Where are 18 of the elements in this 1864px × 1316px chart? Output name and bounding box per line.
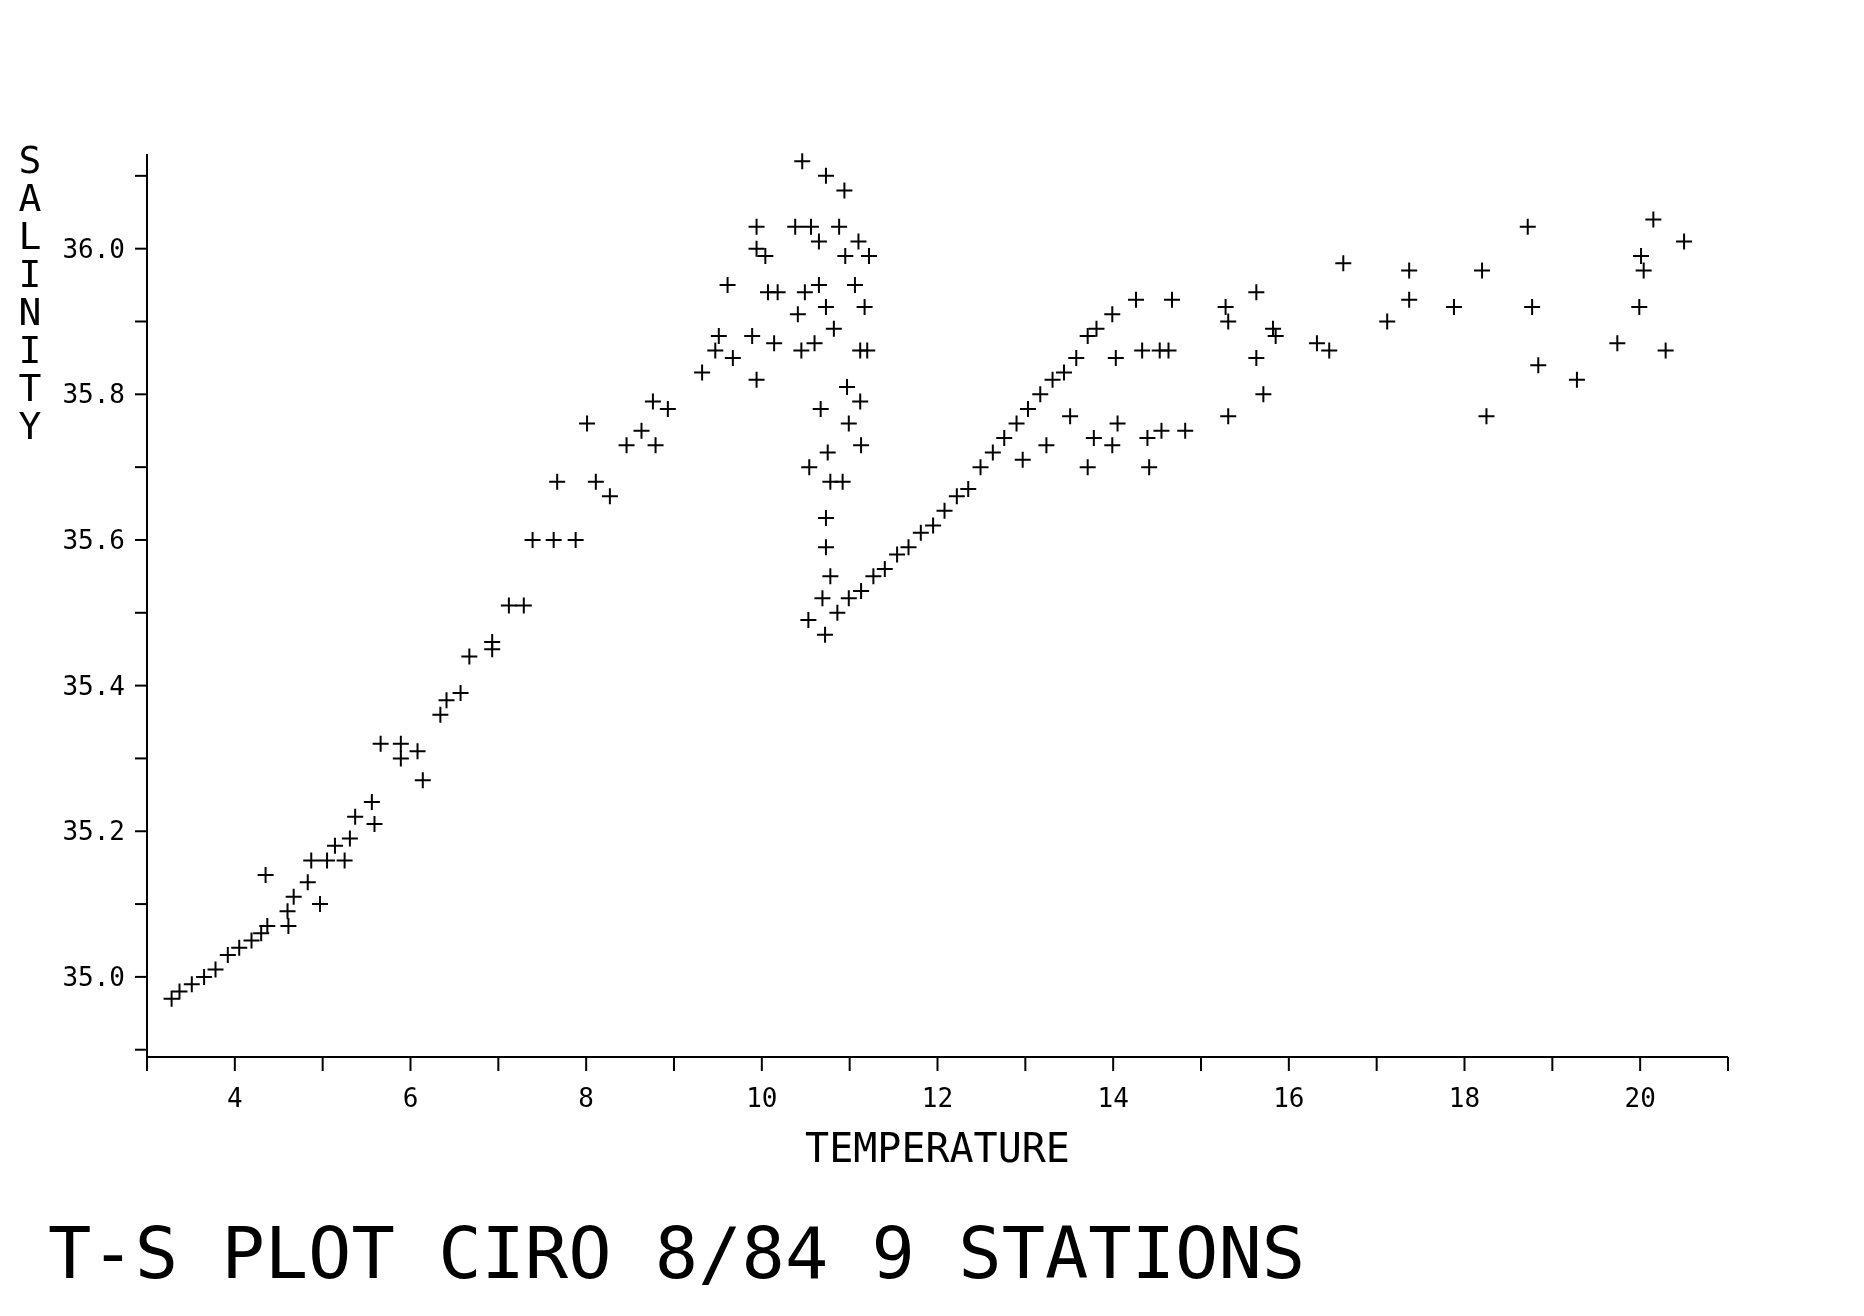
- y-tick-label: 35.2: [62, 816, 125, 847]
- x-tick-label: 8: [578, 1083, 594, 1113]
- x-tick-label: 12: [921, 1083, 954, 1113]
- x-tick-label: 4: [227, 1083, 243, 1113]
- x-tick-label: 18: [1448, 1083, 1481, 1113]
- x-tick-label: 16: [1273, 1083, 1305, 1113]
- y-tick-label: 36.0: [62, 233, 125, 264]
- y-tick-label: 35.4: [62, 670, 125, 701]
- text: T-S PLOT CIRO 8/84 9 STATIONS: [48, 1211, 1306, 1295]
- y-tick-label: 35.8: [62, 379, 125, 410]
- x-tick-label: 14: [1097, 1083, 1129, 1113]
- x-tick-label: 10: [746, 1083, 778, 1113]
- y-axis-title: SALINITY: [18, 138, 42, 448]
- y-tick-label: 35.0: [62, 962, 125, 992]
- x-tick-label: 20: [1624, 1083, 1656, 1113]
- y-tick-label: 35.6: [62, 525, 125, 556]
- x-axis-title: TEMPERATURE: [805, 1125, 1070, 1171]
- x-tick-label: 6: [402, 1083, 419, 1113]
